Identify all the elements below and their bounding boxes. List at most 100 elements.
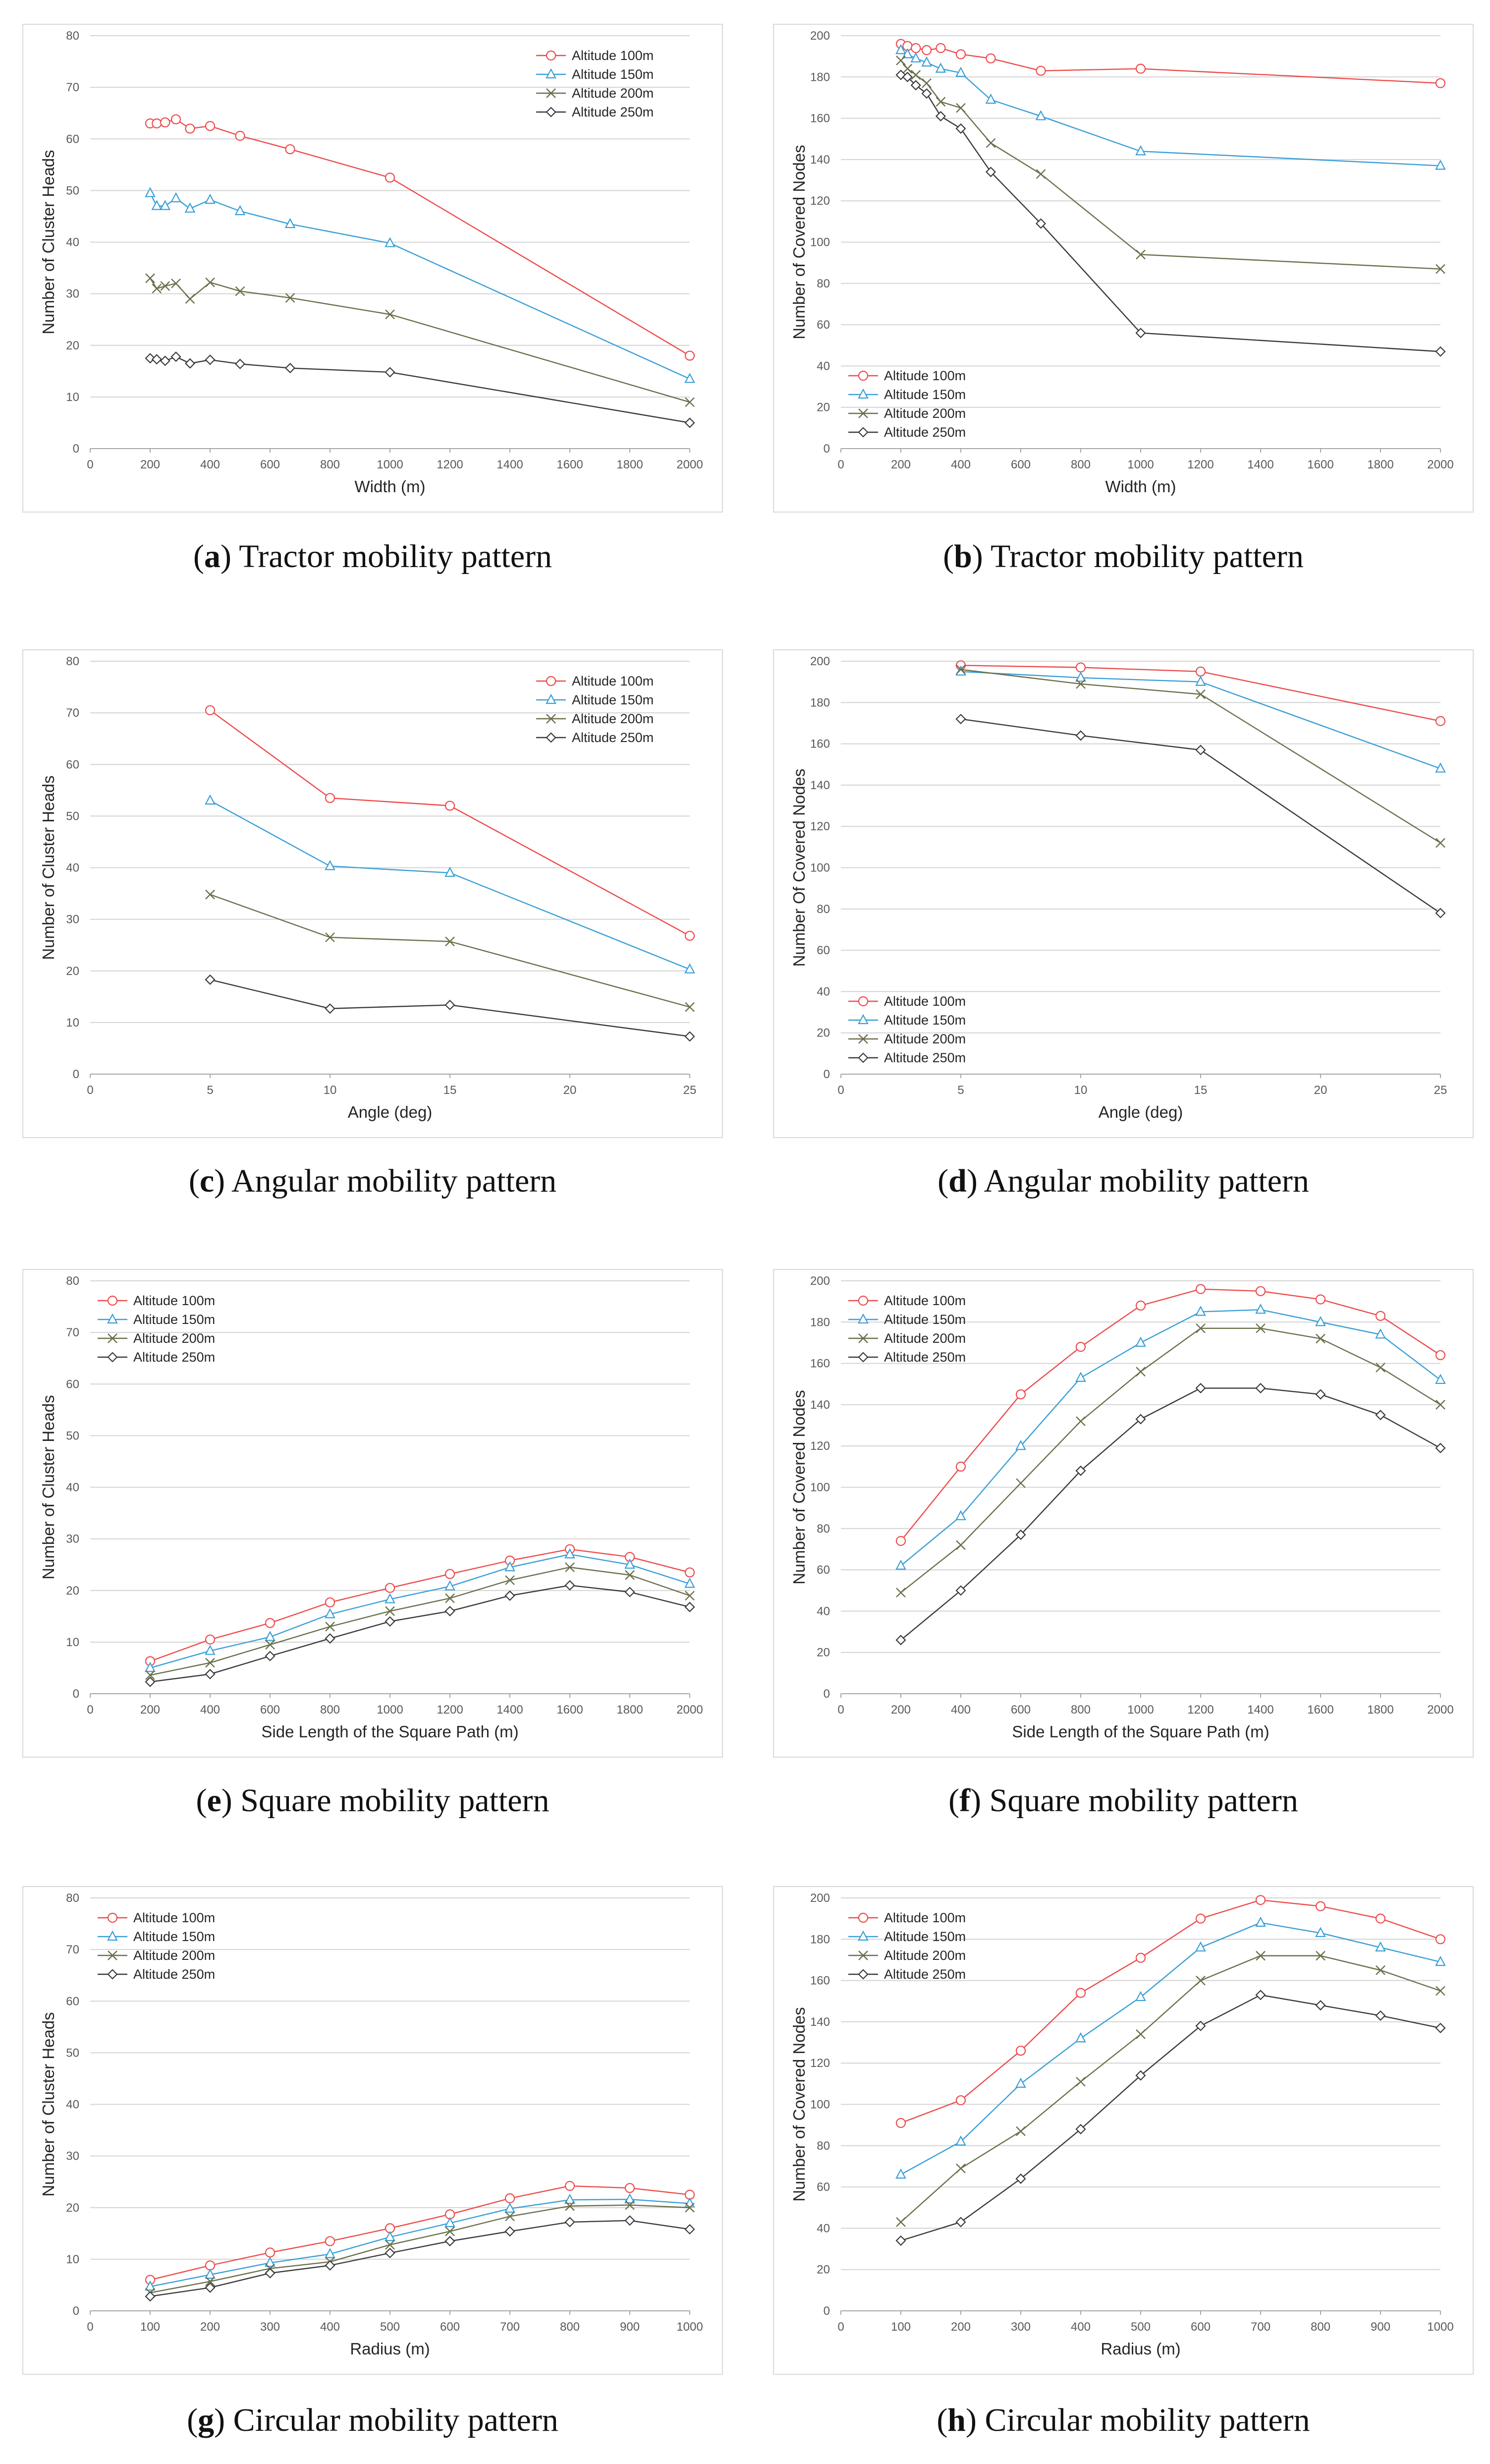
x-tick-label: 1000 bbox=[1427, 2320, 1453, 2334]
data-point bbox=[921, 56, 932, 67]
data-point bbox=[955, 665, 966, 676]
x-tick-label: 800 bbox=[1311, 2320, 1330, 2334]
series-line bbox=[900, 50, 1441, 167]
series-altitude-200m bbox=[145, 2200, 695, 2298]
legend: Altitude 100m Altitude 150m Altitude 200m A… bbox=[848, 1293, 966, 1365]
legend-marker bbox=[858, 1352, 869, 1363]
data-point bbox=[896, 56, 906, 65]
data-point bbox=[1196, 689, 1206, 699]
data-point bbox=[234, 205, 246, 216]
data-point bbox=[1135, 1300, 1146, 1311]
x-tick-label: 0 bbox=[87, 458, 93, 471]
legend: Altitude 100m Altitude 150m Altitude 200m A… bbox=[536, 48, 654, 119]
y-tick-label: 0 bbox=[824, 1687, 830, 1701]
y-tick-label: 70 bbox=[66, 1326, 79, 1339]
y-tick-label: 120 bbox=[810, 820, 830, 833]
data-point bbox=[184, 202, 196, 213]
data-point bbox=[985, 167, 996, 177]
x-tick-label: 1400 bbox=[1247, 458, 1273, 471]
data-point bbox=[170, 192, 181, 203]
x-tick-label: 0 bbox=[837, 2320, 844, 2334]
x-tick-label: 1800 bbox=[1367, 458, 1393, 471]
legend: Altitude 100m Altitude 150m Altitude 200m A… bbox=[536, 674, 654, 745]
data-point bbox=[955, 2135, 966, 2146]
data-point bbox=[955, 1461, 966, 1472]
y-tick-label: 180 bbox=[810, 1316, 830, 1329]
series-line bbox=[900, 1387, 1441, 1641]
data-point bbox=[1255, 1303, 1266, 1314]
data-point bbox=[1435, 1986, 1445, 1996]
data-point bbox=[684, 350, 695, 361]
y-tick-label: 0 bbox=[824, 1068, 830, 1081]
y-tick-label: 30 bbox=[66, 287, 79, 301]
x-tick-label: 1400 bbox=[497, 458, 523, 471]
x-tick-label: 800 bbox=[320, 1703, 340, 1717]
data-point bbox=[1435, 762, 1446, 773]
series-altitude-150m bbox=[145, 187, 695, 383]
caption-a-letter: a bbox=[204, 538, 221, 574]
data-point bbox=[1195, 1306, 1206, 1316]
caption-h-text: Circular mobility pattern bbox=[977, 2402, 1310, 2438]
legend-label: Altitude 250m bbox=[133, 1350, 215, 1365]
data-point bbox=[385, 172, 395, 183]
x-tick-label: 600 bbox=[440, 2320, 460, 2334]
legend-label: Altitude 100m bbox=[884, 1293, 966, 1308]
data-point bbox=[205, 2268, 216, 2279]
data-point bbox=[205, 1645, 216, 1655]
data-point bbox=[325, 2236, 335, 2246]
data-point bbox=[284, 363, 296, 374]
data-point bbox=[504, 2202, 515, 2213]
series-altitude-200m bbox=[956, 664, 1445, 848]
legend-label: Altitude 200m bbox=[884, 1331, 966, 1346]
y-tick-label: 60 bbox=[66, 132, 79, 146]
x-tick-label: 700 bbox=[500, 2320, 520, 2334]
data-point bbox=[205, 193, 216, 204]
chart-panel-h: 0 20 40 60 80 100 120 140 160 180 200 0 100 200 300 400… bbox=[773, 1886, 1474, 2375]
series-line bbox=[210, 709, 690, 936]
series-line bbox=[900, 1922, 1441, 2176]
series-altitude-100m bbox=[145, 114, 695, 361]
y-tick-label: 120 bbox=[810, 1439, 830, 1453]
caption-f-letter: f bbox=[959, 1782, 971, 1819]
y-tick-label: 60 bbox=[66, 1995, 79, 2008]
data-point bbox=[985, 93, 996, 104]
data-point bbox=[160, 117, 170, 128]
data-point bbox=[1076, 1416, 1086, 1427]
data-point bbox=[564, 2217, 575, 2228]
legend-label: Altitude 200m bbox=[133, 1948, 215, 1963]
data-point bbox=[625, 2200, 635, 2210]
x-tick-label: 900 bbox=[620, 2320, 640, 2334]
x-tick-label: 0 bbox=[837, 1703, 844, 1717]
data-point bbox=[170, 114, 181, 124]
data-point bbox=[444, 801, 455, 811]
data-point bbox=[1075, 2123, 1086, 2135]
y-tick-label: 40 bbox=[66, 861, 79, 875]
data-point bbox=[684, 373, 695, 383]
data-point bbox=[325, 1633, 335, 1644]
data-point bbox=[1135, 328, 1146, 339]
legend-marker bbox=[858, 1052, 869, 1063]
y-tick-label: 50 bbox=[66, 2046, 79, 2060]
data-point bbox=[145, 187, 156, 197]
y-tick-label: 160 bbox=[810, 112, 830, 125]
data-point bbox=[205, 121, 216, 131]
series-altitude-150m bbox=[895, 44, 1446, 170]
data-point bbox=[265, 1651, 276, 1662]
legend-marker bbox=[546, 693, 556, 704]
x-tick-label: 200 bbox=[891, 1703, 911, 1717]
data-point bbox=[956, 664, 966, 675]
x-tick-label: 1200 bbox=[1187, 458, 1214, 471]
data-point bbox=[685, 1002, 695, 1012]
series-line bbox=[150, 2198, 690, 2288]
legend-marker bbox=[546, 107, 556, 117]
series-altitude-150m bbox=[955, 665, 1446, 773]
data-point bbox=[205, 1658, 215, 1668]
data-point bbox=[1435, 78, 1446, 88]
data-point bbox=[895, 1635, 906, 1646]
legend-label: Altitude 100m bbox=[133, 1293, 215, 1308]
data-point bbox=[285, 293, 295, 303]
data-point bbox=[235, 130, 245, 141]
x-axis-label: Angle (deg) bbox=[1099, 1103, 1183, 1121]
data-point bbox=[895, 44, 906, 55]
